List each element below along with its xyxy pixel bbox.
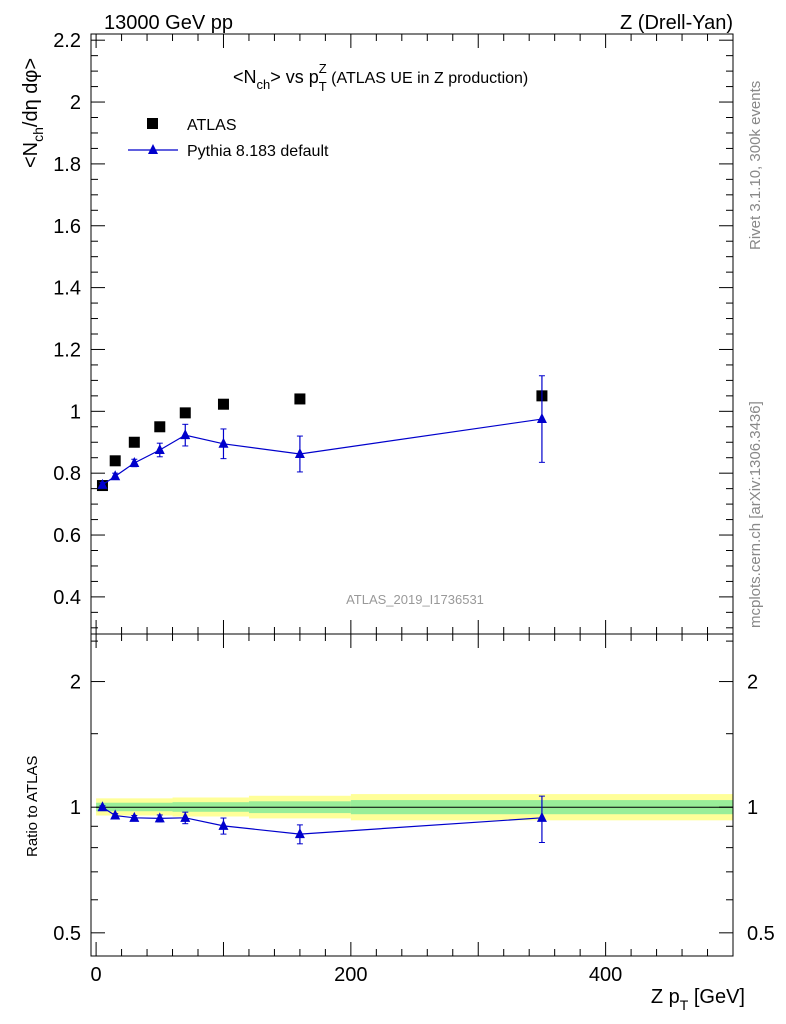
main-line-1 <box>102 418 543 486</box>
main-title-t: T <box>319 79 327 94</box>
mcplots-source-label: mcplots.cern.ch [arXiv:1306.3436] <box>747 401 764 628</box>
main-y-tick-label: 1 <box>70 401 81 423</box>
ratio-y-tick-label-right: 2 <box>747 672 758 694</box>
ratio-y-tick-label-left: 0.5 <box>53 923 81 945</box>
main-y-tick-label: 0.6 <box>53 525 81 547</box>
main-y-tick-label: 2.2 <box>53 30 81 52</box>
analysis-label: ATLAS_2019_I1736531 <box>346 592 484 607</box>
ratio-y-tick-label-right: 1 <box>747 797 758 819</box>
main-pythia-point <box>536 413 547 424</box>
main-y-tick-label: 1.6 <box>53 216 81 238</box>
ratio-pythia-point <box>218 819 229 830</box>
x-label-unit: [GeV] <box>688 986 745 1008</box>
x-axis-label: Z pT [GeV] <box>651 986 745 1013</box>
ratio-panel-frame <box>90 633 734 957</box>
ratio-pythia-point <box>154 812 165 823</box>
main-data-series <box>96 375 548 492</box>
main-y-tick-label: 0.8 <box>53 463 81 485</box>
legend-pythia-marker <box>148 144 158 154</box>
main-title-ch: ch <box>257 77 271 92</box>
ratio-pythia-point <box>536 811 547 822</box>
x-label-z: Z p <box>651 986 680 1008</box>
main-pythia-point <box>110 470 121 481</box>
main-pythia-point <box>294 448 305 458</box>
main-atlas-point <box>109 455 121 467</box>
main-axis-ticks: 0.4 0.6 0.8 1 1.2 1.4 1.6 1.8 2 2.2 <box>53 30 734 634</box>
header-right-label: Z (Drell-Yan) <box>620 12 733 34</box>
main-y-axis-label: <Nch/dη dφ> <box>20 58 46 168</box>
x-label-t: T <box>680 997 689 1013</box>
x-tick-label: 200 <box>334 964 367 986</box>
main-pythia-point <box>180 429 191 440</box>
main-title: <Nch> vs pTZ (ATLAS UE in Z production) <box>233 61 528 94</box>
main-y-label-open: <N <box>20 142 42 168</box>
ratio-pythia-point <box>294 828 305 839</box>
ratio-pythia-point <box>129 811 140 822</box>
legend-atlas-marker <box>147 118 158 129</box>
main-atlas-point <box>217 398 229 410</box>
ratio-data-series <box>97 795 547 845</box>
ratio-axis-ticks: 0.5 0.5 1 1 2 2 0 200 400 <box>53 634 775 986</box>
ratio-y-tick-label-left: 1 <box>70 797 81 819</box>
legend: ATLAS Pythia 8.183 default <box>128 117 329 160</box>
main-title-z: Z <box>319 61 327 76</box>
main-title-suffix: (ATLAS UE in Z production) <box>327 70 529 87</box>
legend-pythia-label: Pythia 8.183 default <box>187 143 329 160</box>
main-pythia-point <box>97 478 108 489</box>
ratio-y-tick-label-right: 0.5 <box>747 923 775 945</box>
rivet-version-label: Rivet 3.1.10, 300k events <box>747 81 764 250</box>
main-pythia-point <box>218 437 229 448</box>
x-tick-label: 0 <box>91 964 102 986</box>
main-atlas-point <box>294 393 306 405</box>
main-y-label-rest: /dη dφ> <box>20 58 42 127</box>
x-tick-label: 400 <box>589 964 622 986</box>
main-title-n: N <box>244 67 257 87</box>
main-pythia-point <box>154 443 165 454</box>
main-y-tick-label: 2 <box>70 92 81 114</box>
ratio-pythia-point <box>180 811 191 822</box>
main-atlas-point <box>154 421 166 433</box>
legend-atlas-label: ATLAS <box>187 117 237 134</box>
main-y-tick-label: 1.8 <box>53 154 81 176</box>
main-y-tick-label: 0.4 <box>53 587 81 609</box>
main-pythia-point <box>129 456 140 467</box>
ratio-pythia-point <box>110 809 121 820</box>
ratio-y-axis-label: Ratio to ATLAS <box>24 756 41 857</box>
header-left-label: 13000 GeV pp <box>104 12 233 34</box>
main-y-label-ch: ch <box>30 127 46 142</box>
main-atlas-point <box>179 407 191 419</box>
main-atlas-point <box>128 436 140 448</box>
main-y-tick-label: 1.2 <box>53 339 81 361</box>
main-title-vs: > vs p <box>270 67 319 87</box>
ratio-y-tick-label-left: 2 <box>70 672 81 694</box>
main-y-tick-label: 1.4 <box>53 278 81 300</box>
ratio-pythia-point <box>97 801 108 812</box>
